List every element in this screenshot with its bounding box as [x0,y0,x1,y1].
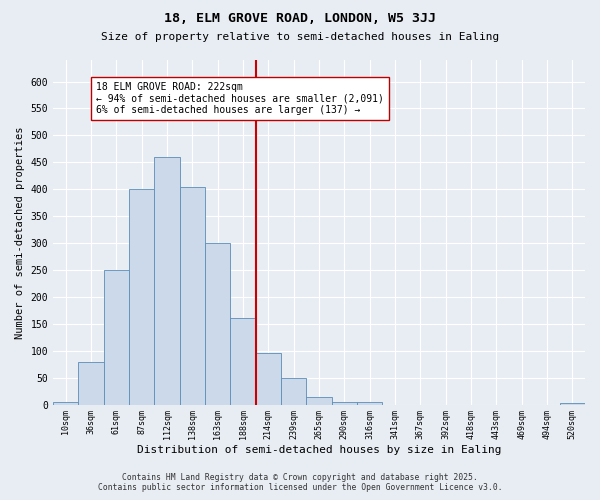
Text: 18, ELM GROVE ROAD, LONDON, W5 3JJ: 18, ELM GROVE ROAD, LONDON, W5 3JJ [164,12,436,26]
Text: Size of property relative to semi-detached houses in Ealing: Size of property relative to semi-detach… [101,32,499,42]
Text: Contains HM Land Registry data © Crown copyright and database right 2025.
Contai: Contains HM Land Registry data © Crown c… [98,473,502,492]
Bar [179,186,205,404]
Bar [560,403,585,404]
Bar [154,157,179,404]
Bar [129,189,154,404]
Bar [357,402,382,404]
Bar [79,362,104,405]
Y-axis label: Number of semi-detached properties: Number of semi-detached properties [15,126,25,338]
Bar [256,354,281,405]
Text: 18 ELM GROVE ROAD: 222sqm
← 94% of semi-detached houses are smaller (2,091)
6% o: 18 ELM GROVE ROAD: 222sqm ← 94% of semi-… [96,82,384,114]
Bar [332,402,357,404]
Bar [230,318,256,404]
Bar [104,270,129,404]
Bar [205,243,230,404]
Bar [307,396,332,404]
Bar [53,402,79,404]
Bar [281,378,307,404]
X-axis label: Distribution of semi-detached houses by size in Ealing: Distribution of semi-detached houses by … [137,445,501,455]
